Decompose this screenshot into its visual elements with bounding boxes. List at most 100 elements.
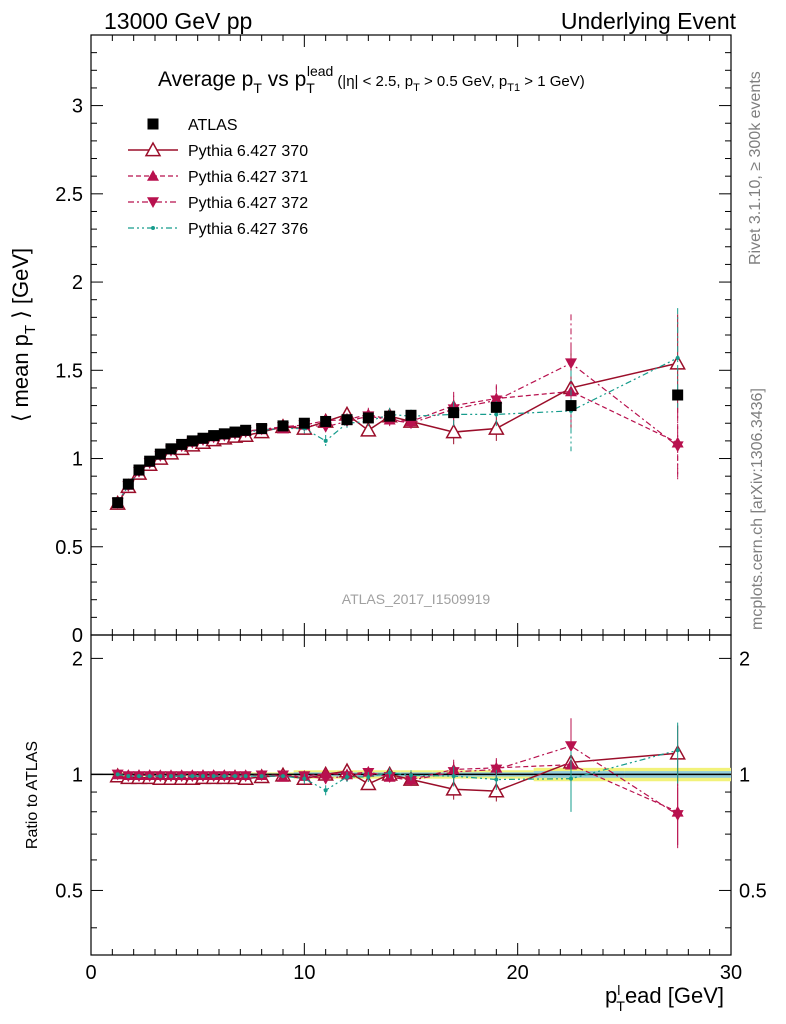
ratio-point (445, 780, 462, 796)
atlas-point (218, 428, 230, 440)
xtick-label: 10 (293, 962, 315, 984)
main-data (109, 308, 686, 510)
legend-label: Pythia 6.427 370 (188, 143, 308, 160)
atlas-point (672, 389, 684, 401)
ratio-point (233, 774, 237, 779)
rivet-label: Rivet 3.1.10, ≥ 300k events (747, 71, 764, 265)
atlas-point (240, 424, 252, 436)
legend-label: Pythia 6.427 371 (188, 169, 308, 186)
main-ytick-label: 1 (72, 449, 83, 471)
ratio-ytick-label: 2 (72, 648, 83, 670)
ratio-point (323, 788, 328, 793)
xlabel-sup: l (617, 982, 620, 998)
main-point (494, 412, 499, 417)
ratio-point (569, 776, 573, 781)
main-ylabel-sub: T (22, 325, 39, 334)
ratio-point (409, 773, 413, 778)
plot-title-c3: > 1 GeV) (520, 73, 585, 90)
xtick-label: 0 (85, 962, 96, 984)
mcplots-label: mcplots.cern.ch [arXiv:1306.3436] (749, 388, 766, 630)
ratio-point (302, 776, 307, 781)
legend: ATLAS Pythia 6.427 370 Pythia 6.427 371 Pyt… (128, 117, 308, 238)
plot-title-b: vs p (262, 68, 306, 91)
ratio-axes: 0.5 0.51 12 20 10 20 30 (55, 635, 767, 984)
main-point (488, 419, 505, 435)
atlas-point (176, 438, 188, 450)
ratio-point (158, 774, 163, 779)
ratio-point (488, 782, 505, 798)
xlabel-sub: T (616, 998, 625, 1014)
atlas-point (490, 401, 502, 413)
atlas-point (112, 497, 124, 509)
main-panel-frame (90, 34, 732, 636)
plot-title-sub2: T (306, 80, 315, 96)
legend-marker (144, 141, 162, 157)
main-point (360, 421, 377, 437)
ratio-point (201, 774, 205, 779)
main-ylabel: ⟨ mean pT ⟩ [GeV] (8, 248, 39, 422)
plot-title-sub3: T (413, 82, 420, 94)
atlas-point (186, 435, 198, 447)
ratio-point (675, 748, 680, 753)
main-point (671, 441, 684, 453)
xlabel: pl Tead [GeV] (605, 982, 724, 1014)
atlas-point (144, 455, 156, 467)
header-right: Underlying Event (561, 8, 737, 34)
ratio-point (405, 775, 417, 787)
atlas-point (448, 407, 460, 419)
ratio-point (366, 774, 371, 779)
atlas-point (154, 448, 166, 460)
main-point (565, 358, 577, 370)
main-ytick-label: 3 (72, 96, 83, 118)
ratio-point (360, 775, 377, 791)
ratio-ytick-label: 1 (72, 764, 83, 786)
ratio-point (137, 774, 141, 779)
legend-marker (151, 226, 155, 230)
ratio-point (211, 774, 216, 779)
legend-label: Pythia 6.427 376 (188, 221, 308, 238)
ratio-point (671, 810, 684, 821)
main-point (490, 395, 503, 407)
main-ylabel-part2: ⟩ [GeV] (8, 248, 33, 325)
xlabel-rest: ead [GeV] (625, 983, 724, 1008)
atlas-point (208, 430, 220, 442)
plot-title-sub1: T (253, 80, 262, 96)
plot-title-a: Average p (158, 68, 253, 91)
atlas-point (165, 443, 177, 455)
ratio-point (319, 773, 332, 785)
atlas-point (229, 426, 241, 438)
xtick-label: 20 (507, 962, 529, 984)
ratio-point (169, 774, 173, 779)
atlas-point (133, 464, 145, 476)
ratio-point (179, 774, 184, 779)
ratio-point (345, 774, 349, 779)
ratio-ylabel: Ratio to ATLAS (24, 741, 41, 849)
main-point (323, 438, 328, 443)
ratio-point (565, 741, 577, 753)
legend-label: ATLAS (188, 117, 238, 134)
atlas-point (341, 414, 353, 426)
ratio-point (243, 774, 248, 779)
ratio-ytick-label-right: 2 (739, 648, 750, 670)
main-point (675, 355, 680, 360)
atlas-point (384, 410, 396, 422)
ratio-point (281, 774, 285, 779)
atlas-point (122, 478, 134, 490)
ratio-ytick-label: 0.5 (55, 880, 83, 902)
atlas-point (256, 423, 268, 435)
main-ytick-label: 0 (72, 625, 83, 647)
atlas-point (565, 400, 577, 412)
atlas-point (197, 432, 209, 444)
legend-marker (147, 118, 159, 130)
main-ytick-label: 2 (72, 272, 83, 294)
atlas-point (362, 412, 374, 424)
legend-label: Pythia 6.427 372 (188, 195, 308, 212)
ratio-ytick-label-right: 1 (739, 764, 750, 786)
main-series-line (117, 357, 678, 503)
ratio-point (147, 774, 152, 779)
ratio-point (259, 774, 264, 779)
legend-marker (147, 197, 159, 208)
ratio-panel-frame (90, 634, 732, 956)
main-ylabel-part1: ⟨ mean p (8, 334, 33, 422)
